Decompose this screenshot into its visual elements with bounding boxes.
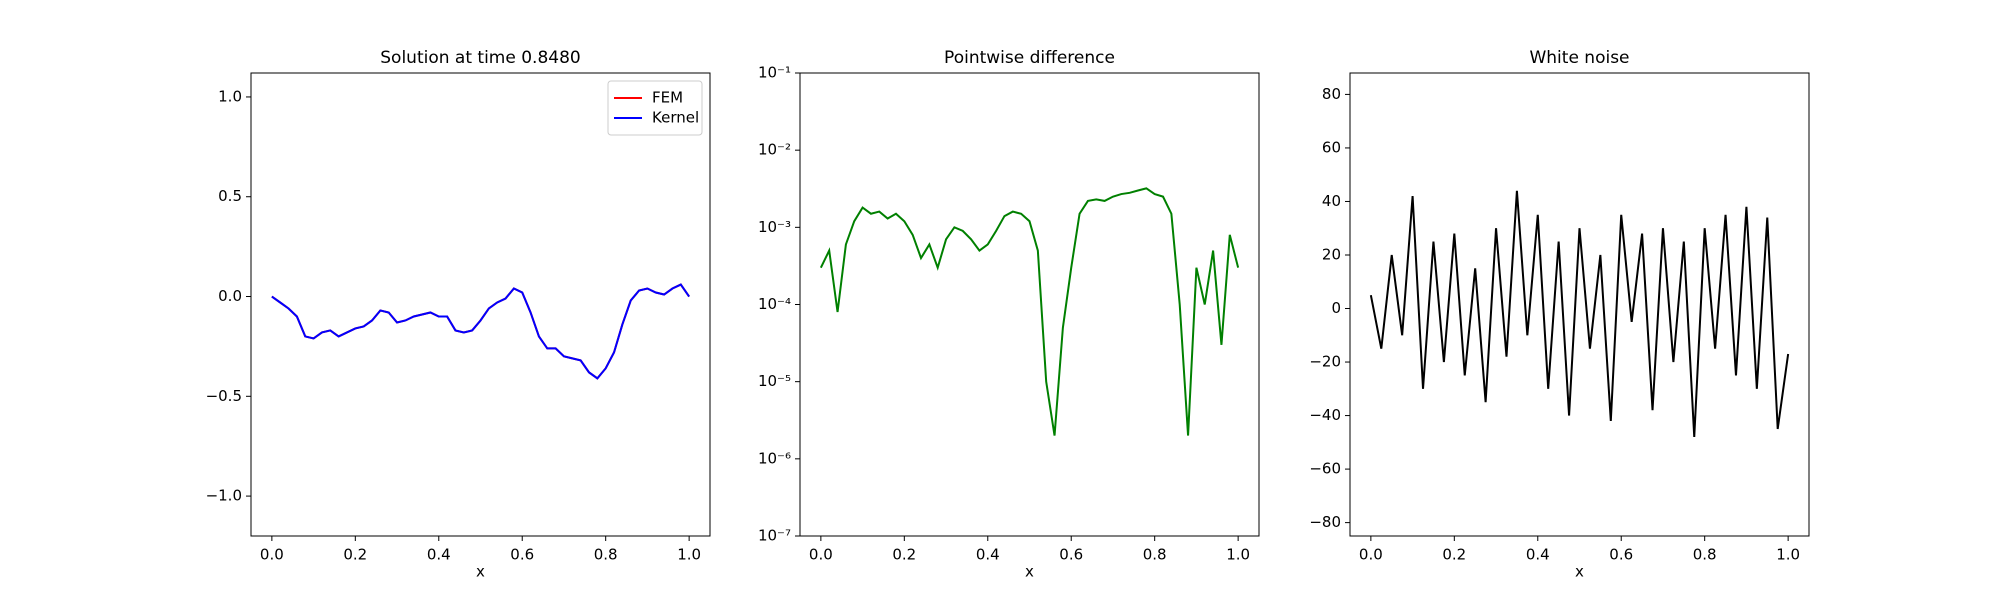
data-line <box>271 283 690 380</box>
x-tick-label: 0.8 <box>594 546 618 564</box>
y-tick-label: 0 <box>1331 299 1341 317</box>
y-tick-label: 60 <box>1322 138 1341 156</box>
legend-label: Kernel <box>652 109 699 127</box>
y-tick-label: 1.0 <box>218 87 242 105</box>
y-tick-label: −60 <box>1309 460 1341 478</box>
axes-frame <box>1349 72 1810 537</box>
y-tick-label: 10⁻⁶ <box>758 449 791 467</box>
y-tick-label: −80 <box>1309 513 1341 531</box>
x-tick-label: 0.4 <box>427 546 451 564</box>
x-tick-label: 0.2 <box>1442 546 1466 564</box>
data-line <box>819 187 1240 436</box>
x-tick-label: 0.0 <box>1359 546 1383 564</box>
x-tick-label: 0.8 <box>1693 546 1717 564</box>
x-tick-label: 1.0 <box>1776 546 1800 564</box>
y-tick-label: −1.0 <box>206 487 242 505</box>
x-axis-label: x <box>1025 563 1034 581</box>
x-tick-label: 0.8 <box>1143 546 1167 564</box>
y-tick-label: 10⁻¹ <box>758 64 791 82</box>
y-tick-label: 10⁻² <box>758 141 791 159</box>
x-tick-label: 1.0 <box>1226 546 1250 564</box>
y-tick-label: −40 <box>1309 406 1341 424</box>
x-tick-label: 0.2 <box>892 546 916 564</box>
x-axis-label: x <box>476 563 485 581</box>
axes-frame <box>250 72 711 537</box>
y-tick-label: 10⁻⁵ <box>758 372 791 390</box>
data-line <box>271 283 690 380</box>
x-axis-label: x <box>1575 563 1584 581</box>
legend-label: FEM <box>652 89 683 107</box>
y-tick-label: 0.0 <box>218 287 242 305</box>
x-tick-label: 0.4 <box>976 546 1000 564</box>
y-tick-label: 10⁻³ <box>758 218 791 236</box>
x-tick-label: 0.6 <box>510 546 534 564</box>
subplot: Pointwise difference x 0.0 0.2 0.4 0.6 0.8 1.0 1… <box>758 48 1260 581</box>
x-tick-label: 0.0 <box>809 546 833 564</box>
y-tick-label: 40 <box>1322 192 1341 210</box>
y-tick-label: 80 <box>1322 85 1341 103</box>
legend-box <box>607 80 703 136</box>
y-tick-label: 0.5 <box>218 187 242 205</box>
x-tick-label: 0.4 <box>1526 546 1550 564</box>
y-tick-label: 20 <box>1322 245 1341 263</box>
x-tick-label: 0.0 <box>260 546 284 564</box>
subplot-title: White noise <box>1529 48 1629 68</box>
subplot: White noise x 0.0 0.2 0.4 0.6 0.8 1.0 −80 −60 −40 −… <box>1309 48 1810 581</box>
x-tick-label: 1.0 <box>677 546 701 564</box>
y-tick-label: 10⁻⁷ <box>758 527 791 545</box>
x-tick-label: 0.2 <box>343 546 367 564</box>
x-tick-label: 0.6 <box>1609 546 1633 564</box>
y-tick-label: −20 <box>1309 353 1341 371</box>
subplot: Solution at time 0.8480 x 0.0 0.2 0.4 0.6 0.8 1… <box>206 48 711 581</box>
data-line <box>1369 190 1790 438</box>
y-tick-label: 10⁻⁴ <box>758 295 791 313</box>
subplot-title: Solution at time 0.8480 <box>380 48 580 68</box>
subplot-title: Pointwise difference <box>944 48 1115 68</box>
y-tick-label: −0.5 <box>206 387 242 405</box>
x-tick-label: 0.6 <box>1059 546 1083 564</box>
axes-frame <box>799 72 1260 537</box>
